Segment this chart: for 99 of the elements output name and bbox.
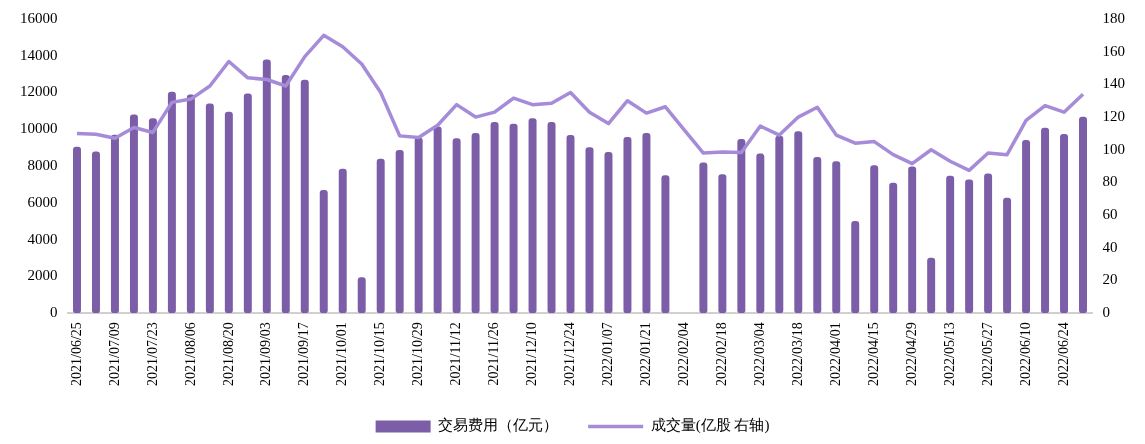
legend-label: 交易费用（亿元） bbox=[438, 417, 559, 434]
y-tick-label: 0 bbox=[50, 304, 58, 321]
bar bbox=[832, 161, 841, 314]
x-tick-label: 2022/01/21 bbox=[638, 322, 654, 386]
y2-tick-label: 0 bbox=[1102, 304, 1110, 321]
bar bbox=[338, 168, 347, 314]
bar bbox=[300, 79, 309, 314]
x-tick-label: 2022/03/18 bbox=[789, 322, 805, 386]
x-tick-label: 2021/08/06 bbox=[182, 322, 198, 386]
bar bbox=[946, 175, 955, 314]
x-tick-label: 2022/05/13 bbox=[941, 322, 957, 386]
bar bbox=[376, 158, 385, 314]
bar bbox=[984, 173, 993, 314]
legend-label: 成交量(亿股 右轴) bbox=[650, 417, 770, 435]
x-tick-label: 2021/11/12 bbox=[448, 322, 464, 386]
y-tick-label: 16000 bbox=[20, 9, 58, 26]
bar bbox=[851, 221, 860, 314]
bar bbox=[319, 190, 328, 314]
x-tick-label: 2022/06/24 bbox=[1055, 322, 1071, 386]
x-tick-label: 2022/01/07 bbox=[600, 322, 616, 386]
bar bbox=[205, 103, 214, 314]
bar bbox=[813, 157, 822, 314]
bar bbox=[167, 91, 176, 314]
y2-tick-label: 20 bbox=[1102, 271, 1118, 288]
bar bbox=[794, 131, 803, 314]
bar bbox=[262, 59, 271, 314]
y-tick-label: 8000 bbox=[27, 157, 58, 174]
bar bbox=[281, 75, 290, 314]
x-tick-label: 2021/12/24 bbox=[562, 322, 578, 386]
bar bbox=[775, 135, 784, 314]
bar bbox=[224, 111, 233, 314]
y-tick-label: 2000 bbox=[27, 267, 58, 284]
bar bbox=[73, 146, 81, 314]
y2-tick-label: 100 bbox=[1102, 140, 1125, 157]
bar bbox=[870, 165, 879, 314]
y2-tick-label: 140 bbox=[1102, 75, 1125, 92]
bar bbox=[471, 133, 480, 314]
x-tick-label: 2022/03/04 bbox=[752, 322, 767, 386]
bar bbox=[414, 137, 423, 314]
x-tick-label: 2021/10/29 bbox=[410, 322, 426, 386]
y2-tick-label: 120 bbox=[1102, 108, 1125, 125]
x-tick-label: 2022/05/27 bbox=[979, 322, 995, 386]
bar bbox=[889, 182, 898, 314]
x-tick-label: 2021/07/23 bbox=[144, 322, 160, 386]
x-tick-label: 2021/10/15 bbox=[372, 322, 388, 386]
bar bbox=[357, 277, 366, 314]
bar bbox=[186, 94, 195, 314]
y-tick-label: 12000 bbox=[20, 83, 58, 100]
bar bbox=[661, 175, 670, 314]
bar bbox=[110, 134, 119, 314]
x-tick-label: 2022/04/15 bbox=[865, 322, 881, 386]
bar bbox=[642, 133, 651, 314]
bar bbox=[965, 179, 974, 314]
bar bbox=[547, 121, 556, 314]
x-tick-label: 2021/07/09 bbox=[106, 322, 122, 386]
x-tick-label: 2022/04/29 bbox=[903, 322, 919, 386]
x-tick-label: 2021/06/25 bbox=[68, 322, 84, 386]
bar bbox=[623, 137, 632, 314]
x-tick-label: 2021/11/26 bbox=[486, 322, 502, 386]
x-tick-label: 2022/02/18 bbox=[714, 322, 730, 386]
bar bbox=[148, 118, 157, 314]
bar bbox=[528, 118, 537, 314]
x-tick-label: 2022/02/04 bbox=[676, 322, 692, 386]
bar bbox=[737, 139, 746, 314]
x-tick-label: 2021/12/10 bbox=[524, 322, 540, 386]
bar bbox=[433, 126, 442, 314]
y-tick-label: 14000 bbox=[20, 46, 58, 63]
x-tick-label: 2021/09/03 bbox=[258, 322, 274, 386]
y2-tick-label: 60 bbox=[1102, 206, 1118, 223]
y2-tick-label: 160 bbox=[1102, 42, 1125, 59]
bar bbox=[1060, 134, 1069, 314]
x-tick-label: 2021/09/17 bbox=[296, 322, 312, 386]
bar bbox=[395, 150, 404, 314]
y2-tick-label: 80 bbox=[1102, 173, 1118, 190]
bar bbox=[452, 138, 461, 314]
y-tick-label: 6000 bbox=[27, 193, 58, 210]
y-tick-label: 10000 bbox=[20, 120, 58, 137]
bar bbox=[1079, 116, 1087, 314]
bar bbox=[718, 174, 727, 314]
bar bbox=[604, 151, 613, 314]
bar bbox=[129, 114, 138, 314]
bar bbox=[509, 123, 518, 314]
bar bbox=[91, 151, 100, 314]
bar bbox=[1003, 197, 1012, 314]
y-tick-label: 4000 bbox=[27, 230, 58, 247]
bar bbox=[756, 153, 765, 314]
bar bbox=[927, 257, 936, 314]
bar bbox=[699, 162, 708, 314]
x-tick-label: 2022/04/01 bbox=[827, 322, 843, 386]
bar bbox=[908, 166, 917, 314]
y2-tick-label: 180 bbox=[1102, 9, 1125, 26]
x-tick-label: 2021/08/20 bbox=[220, 322, 236, 386]
bar bbox=[243, 93, 252, 314]
bar bbox=[490, 121, 499, 314]
x-tick-label: 2022/06/10 bbox=[1017, 322, 1033, 386]
y2-tick-label: 40 bbox=[1102, 238, 1118, 255]
x-tick-label: 2021/10/01 bbox=[334, 322, 350, 386]
bar bbox=[1022, 140, 1031, 314]
bar bbox=[1041, 127, 1050, 314]
